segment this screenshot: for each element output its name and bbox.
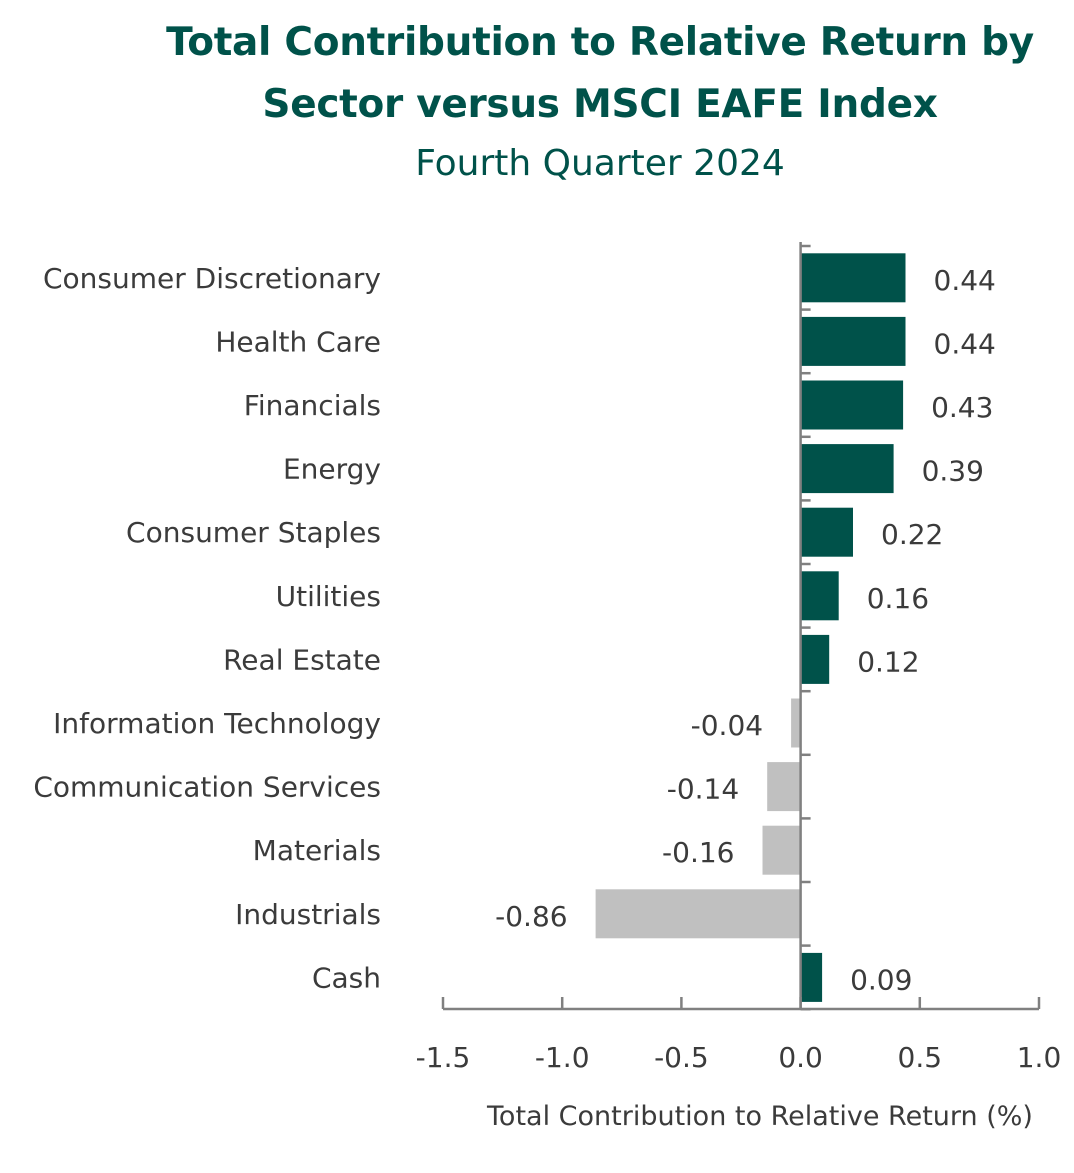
x-tick-label-2: -0.5 bbox=[654, 1041, 709, 1074]
bar-4 bbox=[800, 507, 853, 557]
value-label-4: 0.22 bbox=[881, 518, 943, 551]
category-label-4: Consumer Staples bbox=[126, 516, 381, 549]
bar-0 bbox=[800, 253, 906, 303]
x-tick-label-0: -1.5 bbox=[416, 1041, 471, 1074]
category-label-11: Cash bbox=[312, 961, 381, 994]
category-label-0: Consumer Discretionary bbox=[43, 262, 381, 295]
bar-8 bbox=[767, 762, 801, 812]
x-tick-label-4: 0.5 bbox=[898, 1041, 943, 1074]
category-label-3: Energy bbox=[283, 453, 381, 486]
bar-3 bbox=[800, 444, 894, 494]
value-label-0: 0.44 bbox=[934, 264, 996, 297]
bar-7 bbox=[791, 698, 801, 748]
value-label-5: 0.16 bbox=[867, 582, 929, 615]
bar-2 bbox=[800, 380, 904, 430]
x-axis: -1.5 -1.0 -0.5 0.0 0.5 1.0 bbox=[416, 997, 1062, 1074]
category-label-2: Financials bbox=[244, 389, 381, 422]
bar-1 bbox=[800, 316, 906, 366]
bar-5 bbox=[800, 571, 839, 621]
category-label-7: Information Technology bbox=[53, 707, 381, 740]
x-tick-label-3: 0.0 bbox=[778, 1041, 823, 1074]
x-axis-title: Total Contribution to Relative Return (%… bbox=[486, 1101, 1033, 1132]
bar-9 bbox=[762, 825, 801, 875]
chart-title-line-1: Total Contribution to Relative Return by bbox=[166, 20, 1034, 65]
bar-11 bbox=[800, 952, 823, 1002]
category-label-6: Real Estate bbox=[223, 643, 381, 676]
value-label-11: 0.09 bbox=[850, 963, 912, 996]
bar-10 bbox=[595, 889, 801, 939]
value-label-3: 0.39 bbox=[922, 455, 984, 488]
category-label-10: Industrials bbox=[235, 898, 381, 931]
x-tick-label-5: 1.0 bbox=[1017, 1041, 1062, 1074]
category-label-1: Health Care bbox=[215, 325, 381, 358]
value-label-8: -0.14 bbox=[667, 773, 739, 806]
category-labels: Consumer Discretionary Health Care Financi… bbox=[33, 262, 381, 995]
value-label-6: 0.12 bbox=[857, 645, 919, 678]
value-label-10: -0.86 bbox=[495, 900, 567, 933]
category-label-5: Utilities bbox=[276, 580, 381, 613]
value-label-7: -0.04 bbox=[691, 709, 763, 742]
value-labels: 0.44 0.44 0.43 0.39 0.22 0.16 0.12 -0.04 -0.14 -0… bbox=[495, 264, 996, 997]
x-tick-label-1: -1.0 bbox=[535, 1041, 590, 1074]
bars-group bbox=[595, 253, 906, 1002]
value-label-9: -0.16 bbox=[662, 836, 734, 869]
chart-subtitle: Fourth Quarter 2024 bbox=[415, 143, 785, 184]
category-label-8: Communication Services bbox=[33, 771, 381, 804]
value-label-2: 0.43 bbox=[931, 391, 993, 424]
chart-title-line-2: Sector versus MSCI EAFE Index bbox=[262, 82, 938, 127]
value-label-1: 0.44 bbox=[934, 327, 996, 360]
bar-6 bbox=[800, 634, 830, 684]
category-label-9: Materials bbox=[253, 834, 381, 867]
